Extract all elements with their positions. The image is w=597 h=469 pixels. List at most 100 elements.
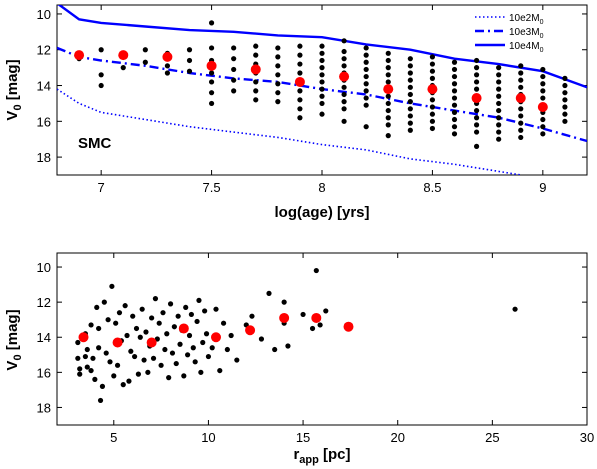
data-point: [363, 102, 369, 108]
y-tick-label: 10: [37, 260, 51, 275]
bottom-panel: 5 10 15 20 25 30 10 12 14 16 18 rapp [pc] V0 [mag…: [4, 252, 594, 466]
data-point: [130, 313, 136, 319]
data-point: [473, 86, 480, 92]
data-point: [341, 106, 347, 112]
data-point: [285, 343, 291, 349]
data-point: [107, 359, 113, 365]
data-point: [297, 97, 303, 103]
data-point: [341, 38, 347, 44]
data-point: [407, 106, 413, 112]
data-point: [208, 45, 215, 51]
data-point: [213, 306, 219, 312]
mean-point: [311, 312, 322, 323]
data-point: [231, 88, 237, 94]
data-point: [319, 86, 325, 92]
data-point: [496, 129, 502, 135]
data-point: [297, 61, 303, 67]
y-tick-label: 18: [37, 150, 51, 165]
data-point: [385, 65, 391, 71]
top-x-axis-title: log(age) [yrs]: [274, 204, 369, 221]
data-point: [429, 118, 436, 124]
legend-label-sub: 0: [540, 47, 544, 54]
mean-point: [383, 84, 394, 95]
data-point: [88, 322, 94, 328]
data-point: [313, 267, 319, 274]
top-data-points: [76, 20, 568, 149]
data-point: [451, 88, 458, 94]
data-point: [103, 350, 109, 356]
data-point: [275, 63, 281, 69]
mean-point: [78, 332, 89, 343]
data-point: [196, 297, 202, 303]
data-point: [341, 56, 347, 62]
mean-point: [279, 312, 290, 323]
bottom-data-points: [75, 267, 518, 404]
data-point: [253, 52, 259, 58]
data-point: [98, 82, 104, 89]
data-point: [111, 373, 117, 379]
data-point: [208, 20, 215, 26]
data-point: [183, 304, 189, 311]
data-point: [139, 306, 145, 312]
data-point: [562, 75, 568, 81]
data-point: [166, 375, 172, 381]
data-point: [407, 99, 413, 105]
data-point: [473, 143, 480, 149]
data-point: [363, 52, 369, 58]
data-point: [173, 360, 179, 367]
data-point: [341, 91, 347, 98]
data-point: [141, 357, 147, 363]
mean-point: [206, 60, 217, 71]
data-point: [162, 346, 168, 353]
data-point: [562, 90, 568, 96]
x-tick-label: 7.5: [203, 180, 221, 195]
data-point: [363, 73, 369, 80]
data-point: [186, 68, 193, 74]
data-point: [186, 332, 193, 339]
data-point: [208, 79, 215, 85]
data-point: [341, 118, 347, 124]
data-point: [164, 331, 170, 337]
y-tick-label: 16: [37, 114, 51, 129]
data-point: [562, 104, 568, 110]
mean-point: [343, 321, 354, 332]
data-point: [98, 72, 104, 78]
data-point: [473, 115, 480, 121]
data-point: [171, 324, 177, 330]
y-tick-label: 14: [37, 79, 51, 94]
data-point: [473, 79, 480, 85]
mean-point: [339, 71, 350, 82]
data-point: [231, 66, 237, 73]
data-point: [82, 353, 88, 360]
data-point: [385, 100, 391, 107]
data-point: [208, 70, 215, 76]
data-point: [407, 84, 413, 90]
data-point: [275, 72, 281, 78]
data-point: [149, 315, 155, 321]
data-point: [192, 359, 198, 365]
top-model-lines: [57, 5, 587, 175]
data-point: [92, 376, 98, 382]
legend-label: 10e3M0: [509, 27, 544, 40]
x-tick-label: 8.5: [423, 180, 441, 195]
data-point: [231, 77, 237, 83]
data-point: [319, 72, 325, 78]
data-point: [429, 75, 436, 81]
data-point: [253, 97, 259, 103]
data-point: [297, 106, 303, 112]
data-point: [451, 102, 458, 108]
data-point: [496, 115, 502, 121]
data-point: [451, 124, 458, 130]
data-point: [205, 353, 212, 360]
data-point: [175, 313, 181, 319]
y-tick-label: 16: [37, 365, 51, 380]
data-point: [177, 341, 183, 347]
data-point: [160, 310, 166, 316]
data-point: [297, 52, 303, 58]
data-point: [451, 131, 458, 137]
top-x-axis: 7 7.5 8 8.5 9: [98, 5, 546, 195]
data-point: [209, 345, 215, 351]
data-point: [249, 313, 255, 319]
